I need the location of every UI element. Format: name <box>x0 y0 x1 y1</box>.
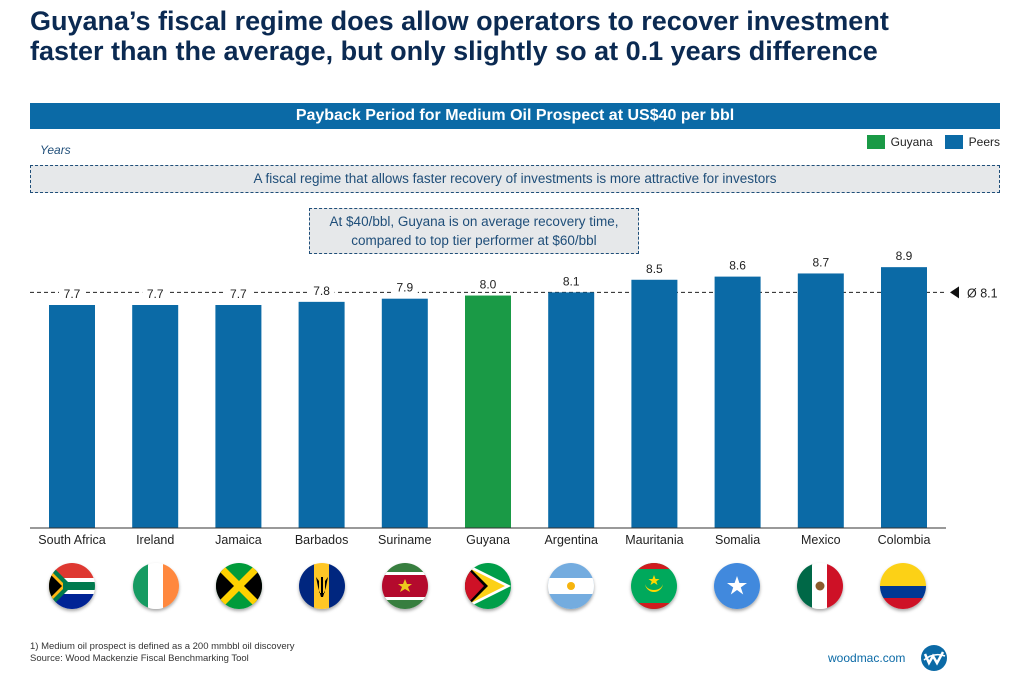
woodmac-logo-icon <box>921 645 947 671</box>
headline-line-2: faster than the average, but only slight… <box>30 36 878 66</box>
data-label-background <box>142 286 169 300</box>
legend-item-peers: Peers <box>944 135 1000 149</box>
data-label-background <box>308 282 335 297</box>
flag-colombia-icon <box>880 563 926 609</box>
x-tick-label: South Africa <box>38 533 105 547</box>
footnote-source: Source: Wood Mackenzie Fiscal Benchmarki… <box>30 653 249 664</box>
data-label-background <box>475 276 501 291</box>
bar-barbados <box>298 301 345 528</box>
data-label: 8.0 <box>480 278 497 292</box>
x-tick-label: Somalia <box>715 533 760 547</box>
flag-somalia-icon <box>714 563 760 609</box>
legend-label-peers: Peers <box>968 135 1000 149</box>
bar-guyana <box>465 295 511 528</box>
bar-ireland <box>132 305 179 528</box>
headline-line-1: Guyana’s fiscal regime does allow operat… <box>30 6 889 36</box>
annotation-box: At $40/bbl, Guyana is on average recover… <box>309 208 639 254</box>
bar-somalia <box>714 276 761 528</box>
annotation-line-1: At $40/bbl, Guyana is on average recover… <box>329 214 619 229</box>
data-label-background <box>807 254 834 269</box>
bar-south-africa <box>49 305 95 528</box>
data-label-background <box>891 250 917 263</box>
data-label: 7.9 <box>396 281 413 295</box>
chart-title-banner: Payback Period for Medium Oil Prospect a… <box>30 103 1000 129</box>
bar-chart: 7.7 South Africa 7.7 Ireland 7.7 Jamaica 7.8 Ba… <box>30 250 998 547</box>
flag-jamaica-icon <box>216 563 262 609</box>
average-marker-icon <box>950 286 959 299</box>
flag-argentina-icon <box>548 563 594 609</box>
headline: Guyana’s fiscal regime does allow operat… <box>30 6 1010 66</box>
data-label: 7.7 <box>64 287 81 301</box>
x-tick-label: Jamaica <box>215 533 262 547</box>
data-label-background <box>641 260 668 275</box>
bar-suriname <box>381 298 428 528</box>
legend: Guyana Peers <box>866 135 1000 149</box>
bar-mauritania <box>631 279 678 528</box>
x-tick-label: Ireland <box>136 533 174 547</box>
flag-south-africa-icon <box>49 563 95 609</box>
x-tick-label: Guyana <box>466 533 510 547</box>
data-label-background <box>225 286 252 300</box>
flag-ireland-icon <box>133 563 179 609</box>
footnote-line-1: 1) Medium oil prospect is defined as a 2… <box>30 641 295 652</box>
data-label: 8.5 <box>646 262 663 276</box>
legend-item-guyana: Guyana <box>866 135 933 149</box>
x-tick-label: Mauritania <box>625 533 683 547</box>
data-label-background <box>558 273 585 288</box>
flag-guyana-icon <box>465 563 511 609</box>
bar-colombia <box>881 267 927 528</box>
flag-suriname-icon <box>382 563 428 609</box>
bar-mexico <box>797 273 844 528</box>
footnote: 1) Medium oil prospect is defined as a 2… <box>30 641 295 665</box>
y-axis-label: Years <box>40 143 71 157</box>
bar-jamaica <box>215 305 262 528</box>
data-label: 8.9 <box>896 250 913 263</box>
data-label: 7.8 <box>313 284 330 298</box>
data-label-background <box>59 286 85 300</box>
callout-box: A fiscal regime that allows faster recov… <box>30 165 1000 193</box>
data-label: 8.6 <box>729 259 746 273</box>
x-tick-label: Mexico <box>801 533 841 547</box>
data-label-background <box>724 257 751 272</box>
data-label: 8.1 <box>563 274 580 288</box>
x-tick-label: Suriname <box>378 533 432 547</box>
data-label: 7.7 <box>230 287 247 301</box>
x-tick-label: Argentina <box>544 533 598 547</box>
flag-barbados-icon <box>299 563 345 609</box>
annotation-line-2: compared to top tier performer at $60/bb… <box>351 233 597 248</box>
legend-swatch-peers <box>944 135 963 149</box>
data-label: 7.7 <box>147 287 164 301</box>
legend-swatch-guyana <box>866 135 885 149</box>
average-label: Ø 8.1 <box>967 286 998 300</box>
x-tick-label: Barbados <box>295 533 349 547</box>
flag-mauritania-icon <box>631 563 677 609</box>
legend-label-guyana: Guyana <box>890 135 933 149</box>
bar-argentina <box>548 292 595 528</box>
brand-link[interactable]: woodmac.com <box>828 651 906 665</box>
data-label-background <box>391 279 418 294</box>
data-label: 8.7 <box>812 255 829 269</box>
flag-mexico-icon <box>797 563 843 609</box>
x-tick-label: Colombia <box>878 533 931 547</box>
